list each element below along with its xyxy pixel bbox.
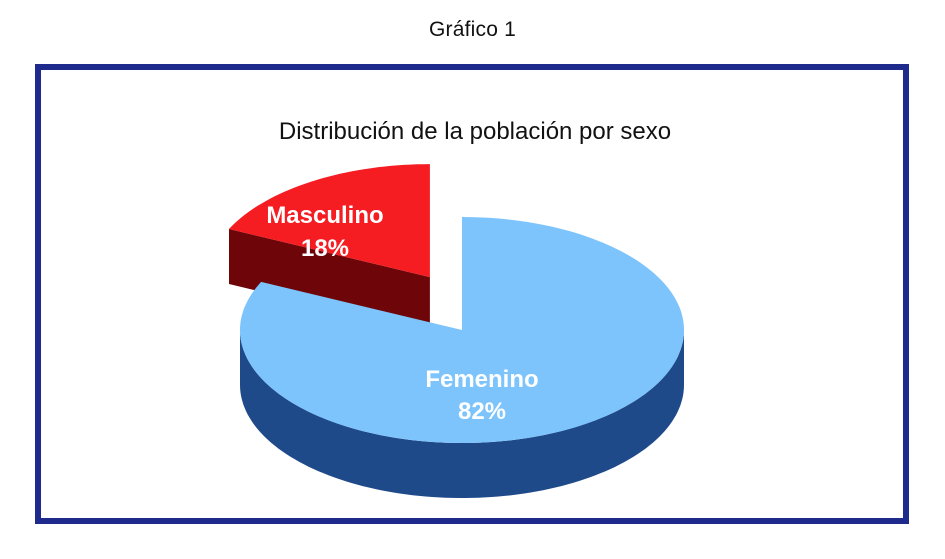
pie-sides	[229, 229, 684, 498]
slice-label-femenino-name: Femenino	[425, 366, 538, 393]
slice-side-femenino	[240, 330, 684, 498]
slice-label-masculino-value: 18%	[301, 235, 349, 262]
figure-label: Gráfico 1	[429, 18, 516, 41]
pie-tops	[229, 164, 684, 443]
slice-label-masculino-name: Masculino	[266, 202, 383, 229]
slice-cut-face-masculino-0	[229, 229, 430, 333]
chart-title: Distribución de la población por sexo	[279, 118, 671, 145]
slice-labels: Masculino 18% Femenino 82%	[266, 202, 538, 425]
slice-label-femenino-value: 82%	[458, 398, 506, 425]
slice-femenino	[240, 217, 684, 443]
slice-masculino	[229, 164, 430, 278]
